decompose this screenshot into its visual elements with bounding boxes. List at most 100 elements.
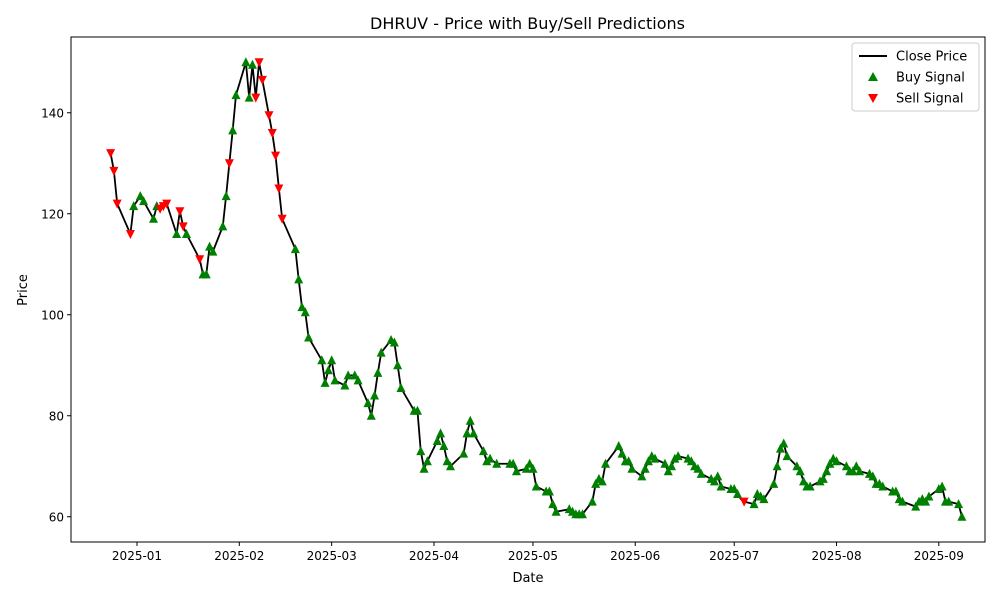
buy-signal-marker (650, 453, 660, 463)
buy-signal-marker (373, 367, 383, 377)
buy-signal-marker (511, 466, 521, 476)
buy-signal-marker (548, 499, 558, 509)
buy-signal-marker (716, 481, 726, 491)
buy-signal-marker (350, 370, 360, 380)
buy-signal-marker (792, 461, 802, 471)
buy-signal-marker (795, 466, 805, 476)
buy-signal-marker (323, 365, 333, 375)
buy-signal-marker (459, 448, 469, 458)
buy-signal-marker (221, 191, 231, 201)
buy-signal-marker (330, 375, 340, 385)
buy-signal-marker (749, 499, 759, 509)
buy-signal-marker (772, 461, 782, 471)
buy-signal-marker (290, 244, 300, 254)
buy-signal-marker (201, 269, 211, 279)
buy-signal-marker (957, 511, 967, 521)
chart-title: DHRUV - Price with Buy/Sell Predictions (370, 14, 685, 33)
buy-signal-marker (531, 481, 541, 491)
y-axis-label: Price (16, 274, 31, 306)
buy-signal-marker (445, 461, 455, 471)
buy-signal-marker (525, 458, 535, 468)
buy-signal-marker (937, 481, 947, 491)
buy-signal-marker (389, 337, 399, 347)
x-tick-label: 2025-07 (709, 549, 759, 563)
buy-signal-marker (432, 436, 442, 445)
x-tick-label: 2025-01 (112, 549, 162, 563)
buy-signal-marker (205, 241, 215, 251)
buy-signal-marker (624, 456, 634, 466)
buy-signal-marker (327, 355, 337, 365)
buy-signal-marker (597, 476, 607, 486)
x-tick-label: 2025-09 (914, 549, 964, 563)
buy-signal-marker (640, 463, 650, 473)
x-tick-label: 2025-06 (610, 549, 660, 563)
buy-signal-marker (851, 461, 861, 471)
y-tick-label: 60 (49, 510, 64, 524)
buy-signal-marker (485, 453, 495, 463)
buy-signal-marker (759, 494, 769, 504)
sell-signal-marker (106, 149, 116, 159)
y-tick-label: 140 (41, 106, 64, 120)
y-tick-label: 100 (41, 308, 64, 322)
buy-signal-marker (419, 463, 429, 473)
buy-signal-marker (643, 456, 653, 466)
buy-signal-marker (577, 509, 587, 519)
buy-signal-marker (412, 405, 422, 415)
buy-signal-marker (544, 486, 554, 496)
y-axis: 60 80 100 120 140 (41, 106, 71, 524)
buy-signal-marker (294, 274, 304, 284)
buy-signal-marker (696, 468, 706, 478)
buy-signal-marker (148, 213, 158, 223)
x-tick-label: 2025-05 (508, 549, 558, 563)
sell-signal-marker (739, 497, 749, 507)
buy-signal-marker (841, 461, 851, 471)
buy-signal-marker (775, 443, 785, 453)
buy-signal-marker (891, 486, 901, 496)
legend: Close Price Buy Signal Sell Signal (851, 42, 980, 112)
buy-signal-marker (921, 496, 931, 506)
buy-signal-marker (247, 59, 257, 69)
buy-signal-marker (911, 501, 921, 511)
buy-signal-marker (478, 446, 488, 456)
buy-signal-marker (139, 196, 149, 206)
plot-area (106, 57, 967, 521)
y-tick-label: 80 (49, 409, 64, 423)
buy-signal-marker (528, 463, 538, 473)
legend-label-buy-signal: Buy Signal (896, 71, 965, 86)
buy-signal-marker (667, 461, 677, 471)
sell-signal-marker (267, 128, 277, 138)
y-tick-label: 120 (41, 207, 64, 221)
buy-signal-marker (393, 360, 403, 370)
sell-signal-marker (195, 255, 205, 265)
legend-label-close-price: Close Price (896, 50, 967, 65)
buy-signal-marker (353, 375, 363, 385)
buy-signal-marker (855, 466, 865, 476)
buy-signal-marker (924, 491, 934, 501)
legend-buy-marker (868, 72, 878, 81)
buy-signal-marker (601, 458, 611, 468)
buy-signal-marker (343, 370, 353, 380)
buy-signal-marker (462, 428, 472, 438)
buy-signal-marker (436, 428, 446, 438)
buy-signal-marker (673, 451, 683, 461)
buy-signal-marker (181, 228, 191, 238)
sell-signal-marker (274, 184, 284, 194)
buy-signal-marker (363, 398, 373, 408)
buy-signal-marker (439, 441, 449, 451)
buy-signal-marker (521, 463, 531, 473)
buy-signal-marker (944, 496, 954, 506)
buy-signal-marker (663, 466, 673, 476)
sell-signal-marker (125, 229, 135, 239)
buy-signal-marker (848, 466, 858, 476)
buy-signal-marker (376, 347, 386, 357)
x-axis: 2025-01 2025-02 2025-03 2025-04 2025-05 2025-… (112, 542, 964, 563)
buy-signal-marker (769, 478, 779, 488)
buy-signal-marker (228, 125, 238, 135)
buy-signal-marker (366, 410, 376, 420)
sell-signal-marker (109, 166, 119, 176)
buy-signal-marker (135, 191, 145, 201)
buy-signal-marker (587, 496, 597, 506)
buy-signal-marker (304, 332, 314, 342)
buy-signal-marker (340, 380, 350, 390)
